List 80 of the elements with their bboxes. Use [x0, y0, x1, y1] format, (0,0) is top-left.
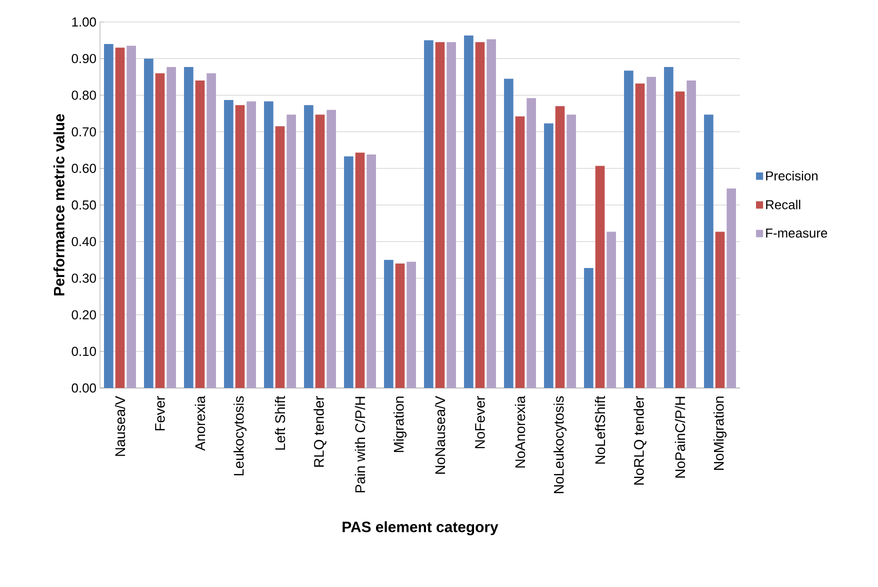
x-tick-label: Pain with C/P/H [354, 396, 366, 492]
bar [664, 67, 674, 388]
bar [446, 42, 456, 388]
y-tick-label: 0.80 [72, 90, 96, 100]
bar [584, 268, 594, 388]
x-tick-label: Leukocytosis [234, 396, 246, 476]
bar [104, 44, 114, 388]
bar [544, 123, 554, 388]
bar [435, 42, 445, 388]
bar [646, 76, 656, 388]
bar [235, 105, 245, 388]
legend-label: Precision [766, 170, 818, 180]
y-tick-label: 0.70 [72, 127, 96, 136]
bar [555, 106, 565, 388]
bar [526, 98, 536, 388]
x-tick-label: NoMigration [714, 396, 727, 470]
x-tick-label: NoAnorexia [514, 396, 526, 468]
bar [715, 232, 725, 388]
bar [406, 262, 416, 388]
bar [595, 166, 605, 388]
bar [115, 48, 125, 388]
bar [126, 46, 136, 388]
y-axis-title: Performance metric value [53, 114, 64, 296]
bar [304, 105, 314, 388]
bar [424, 40, 434, 388]
bar [635, 83, 645, 388]
bar [704, 114, 714, 388]
bar [184, 67, 194, 388]
x-tick-label: Migration [394, 396, 406, 452]
bar [355, 152, 365, 388]
bar [464, 36, 474, 388]
bar [624, 70, 634, 388]
bar [726, 188, 736, 388]
bar [606, 232, 616, 388]
y-tick-label: 0.50 [72, 200, 96, 210]
bar [246, 101, 256, 388]
legend-label: Recall [766, 200, 800, 210]
x-tick-label: Anorexia [194, 396, 206, 451]
x-tick-label: Left Shift [274, 396, 286, 450]
bar [144, 58, 154, 388]
bar [344, 156, 354, 388]
x-tick-label: Fever [155, 396, 165, 430]
x-tick-label: RLQ tender [314, 396, 326, 467]
bar [155, 73, 165, 388]
y-tick-label: 0.10 [72, 346, 96, 356]
bar [224, 100, 234, 388]
bar [395, 264, 405, 388]
y-tick-label: 0.30 [72, 274, 96, 283]
bar [326, 110, 336, 388]
bar [315, 114, 325, 388]
bar [166, 67, 176, 388]
bar [286, 114, 296, 388]
bar [195, 80, 205, 388]
y-tick-label: 0.20 [72, 310, 96, 320]
x-tick-label: Nausea/V [114, 396, 126, 456]
x-tick-label: NoRLQ tender [634, 396, 646, 485]
bar [566, 114, 576, 388]
bar [486, 39, 496, 388]
bar [275, 126, 285, 388]
bar [366, 154, 376, 388]
bar [675, 92, 685, 388]
y-tick-label: 1.00 [72, 17, 96, 27]
bar [504, 78, 514, 388]
y-tick-label: 0.00 [72, 383, 96, 393]
x-tick-label: NoLeftShift [594, 396, 606, 464]
x-tick-label: NoFever [475, 396, 485, 448]
bar [686, 80, 696, 388]
y-tick-label: 0.90 [72, 54, 96, 64]
bar [206, 73, 216, 388]
y-tick-label: 0.60 [72, 164, 96, 173]
bar [475, 42, 485, 388]
y-tick-label: 0.40 [72, 237, 96, 246]
x-tick-label: NoLeukocytosis [554, 396, 567, 494]
x-tick-label: NoPainC/P/H [674, 396, 686, 478]
bar [515, 116, 525, 388]
x-axis-title: PAS element category [342, 521, 498, 536]
x-tick-label: NoNausea/V [434, 396, 446, 474]
legend-label: F-measure [766, 228, 828, 238]
bar [384, 260, 394, 388]
bar [264, 101, 274, 388]
